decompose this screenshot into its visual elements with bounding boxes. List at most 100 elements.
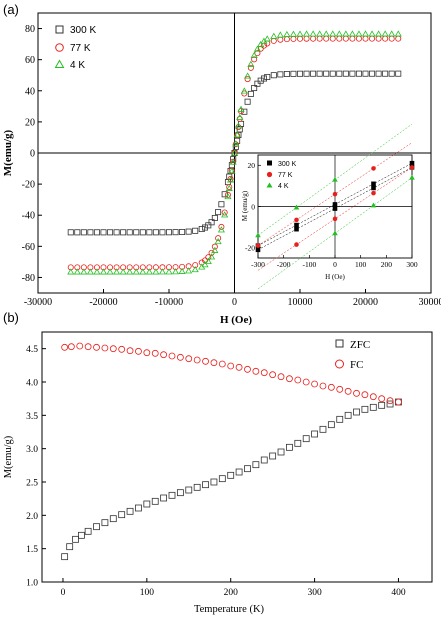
- legend-a-300k: 300 K: [55, 25, 96, 36]
- panel-a-point-300k: [296, 70, 303, 77]
- inset-point-300k: [332, 206, 338, 211]
- panel-a-point-300k: [382, 70, 389, 77]
- panel-a-point-300k: [100, 229, 107, 236]
- panel-b-point-zfc: [369, 403, 377, 411]
- inset-legend-300k: 300 K: [267, 160, 297, 168]
- panel-a-point-77k: [329, 35, 336, 42]
- panel-a-point-4k: [185, 267, 193, 274]
- panel-a-point-300k: [270, 72, 277, 79]
- panel-b-y-tick-label: 4.5: [26, 345, 38, 355]
- panel-b-point-zfc: [252, 461, 260, 469]
- panel-a-point-77k: [215, 235, 222, 242]
- panel-a-y-tick-label: -20: [22, 180, 35, 191]
- panel-a-point-77k: [395, 35, 402, 42]
- panel-b-point-fc: [176, 353, 184, 361]
- panel-b-point-zfc: [84, 527, 92, 535]
- panel-b-point-zfc: [344, 411, 352, 419]
- panel-b-point-zfc: [218, 475, 226, 483]
- panel-a-point-4k: [348, 30, 356, 37]
- panel-a-point-4k: [229, 158, 237, 165]
- panel-a-point-77k: [234, 132, 241, 139]
- panel-a-point-77k: [179, 263, 186, 270]
- panel-b-point-zfc: [353, 408, 360, 416]
- panel-a-point-4k: [263, 35, 271, 42]
- panel-b-point-zfc: [311, 430, 318, 438]
- inset-point-300k: [371, 181, 376, 187]
- panel-b-point-fc: [353, 389, 360, 397]
- panel-b-point-zfc: [93, 523, 100, 531]
- panel-a-point-300k: [107, 229, 114, 236]
- legend-a-77k-label: 77 K: [70, 43, 91, 54]
- panel-a-point-4k: [361, 30, 370, 37]
- panel-b-x-tick-label: 400: [391, 588, 406, 598]
- panel-a-point-4k: [126, 268, 134, 275]
- panel-a-point-300k: [257, 77, 264, 84]
- panel-b-point-zfc: [66, 543, 74, 551]
- inset-loop-branch-300k: [257, 167, 413, 251]
- panel-b-point-zfc: [101, 519, 109, 527]
- panel-a-point-4k: [113, 268, 121, 275]
- panel-a-point-4k: [230, 149, 239, 156]
- panel-b-point-zfc: [361, 405, 369, 413]
- panel-a-point-300k: [303, 70, 310, 77]
- legend-a-4k-marker: [54, 59, 65, 68]
- panel-b-point-fc: [244, 365, 251, 373]
- panel-b-marks: [61, 342, 402, 561]
- panel-a-y-tick-label: 0: [30, 149, 35, 160]
- inset-point-4k: [409, 174, 415, 180]
- panel-b-point-zfc: [202, 481, 209, 489]
- panel-b-point-zfc: [294, 439, 302, 447]
- panel-a-point-4k: [240, 87, 248, 94]
- inset-point-300k: [294, 222, 299, 228]
- panel-a-xlabel: H (Oe): [220, 314, 252, 326]
- panel-b-point-zfc: [244, 465, 251, 473]
- inset-loop-branch-300k: [257, 162, 413, 246]
- panel-a-point-4k: [302, 30, 311, 37]
- legend-b-zfc-marker: [335, 339, 344, 348]
- panel-a-point-4k: [335, 30, 343, 37]
- panel-a-point-300k: [260, 75, 267, 82]
- panel-b-point-zfc: [319, 425, 327, 433]
- panel-b-point-fc: [67, 343, 75, 351]
- panel-b-point-fc: [76, 342, 84, 350]
- panel-a-x-tick-label: 10000: [288, 297, 313, 308]
- panel-a-point-4k: [236, 113, 244, 120]
- panel-a-point-77k: [277, 36, 284, 43]
- panel-b-point-zfc: [277, 448, 285, 456]
- panel-b-point-fc: [109, 345, 117, 353]
- panel-a-point-4k: [375, 30, 383, 37]
- panel-a-point-4k: [178, 267, 186, 274]
- panel-a-point-77k: [369, 35, 376, 42]
- panel-b-point-zfc: [72, 535, 79, 543]
- legend-a-4k-label: 4 K: [70, 60, 85, 71]
- panel-a-point-300k: [247, 90, 254, 97]
- legend-b-zfc-label: ZFC: [350, 339, 370, 351]
- panel-a-point-77k: [310, 35, 317, 42]
- panel-a-point-300k: [192, 227, 199, 234]
- panel-b-point-zfc: [336, 415, 344, 423]
- panel-a-point-77k: [211, 243, 218, 250]
- panel-b-point-fc: [327, 383, 335, 391]
- panel-a-point-300k: [87, 229, 94, 236]
- panel-b-xlabel: Temperature (K): [194, 604, 265, 615]
- inset-x-tick-label: -200: [277, 260, 291, 269]
- panel-a-point-300k: [323, 70, 330, 77]
- panel-a-point-4k: [276, 31, 284, 38]
- panel-a-point-4k: [368, 30, 376, 37]
- inset-x-tick-label: 100: [355, 260, 367, 269]
- inset-x-tick-label: 200: [381, 260, 393, 269]
- panel-a-point-300k: [388, 70, 395, 77]
- panel-a-point-300k: [277, 71, 284, 78]
- panel-a-y-ticks: -80 -60 -40 -20 0 20 40 60 80: [22, 24, 42, 284]
- panel-a-point-300k: [74, 229, 81, 236]
- panel-a-point-77k: [218, 223, 225, 230]
- inset-point-300k: [371, 185, 376, 191]
- panel-b-point-fc: [160, 351, 168, 359]
- panel-b-point-fc: [143, 349, 151, 357]
- legend-b-fc-marker: [335, 359, 344, 369]
- panel-a-point-4k: [283, 30, 291, 37]
- panel-a-label: (a): [3, 2, 19, 17]
